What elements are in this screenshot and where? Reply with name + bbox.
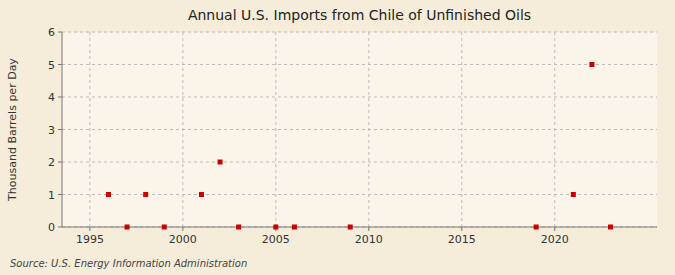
point — [106, 192, 111, 197]
tick — [368, 227, 369, 231]
tick — [58, 162, 62, 163]
point — [162, 225, 167, 230]
tick-label: 1 — [48, 189, 55, 202]
point — [236, 225, 241, 230]
background — [0, 0, 675, 275]
grid-line — [62, 32, 657, 33]
grid — [62, 32, 657, 227]
tick-label: 4 — [48, 91, 55, 104]
point — [589, 62, 594, 67]
tick — [58, 129, 62, 130]
tick-label: 3 — [48, 124, 55, 137]
chart: 1995 2000 2005 2010 2015 2020 0 1 2 3 4 5 6 Annual U.… — [0, 0, 675, 275]
tick — [461, 227, 462, 231]
tick-label: 2010 — [355, 233, 383, 246]
source-note: Source: U.S. Energy Information Administ… — [10, 258, 247, 269]
tick-label: 2005 — [262, 233, 290, 246]
point — [348, 225, 353, 230]
tick-label: 2020 — [541, 233, 569, 246]
grid-line — [62, 64, 657, 65]
x-axis — [62, 227, 657, 228]
grid-line — [62, 97, 657, 98]
point — [199, 192, 204, 197]
y-axis-label: Thousand Barrels per Day — [6, 58, 19, 202]
tick — [182, 227, 183, 231]
tick-label: 2015 — [448, 233, 476, 246]
grid-line — [62, 194, 657, 195]
point — [218, 160, 223, 165]
tick — [58, 97, 62, 98]
points — [106, 62, 613, 230]
tick-label: 5 — [48, 59, 55, 72]
point — [143, 192, 148, 197]
tick-label: 6 — [48, 26, 55, 39]
grid-line — [461, 32, 462, 227]
tick — [58, 64, 62, 65]
tick — [554, 227, 555, 231]
grid-line — [62, 129, 657, 130]
tick-label: 0 — [48, 221, 55, 234]
tick-label: 2000 — [169, 233, 197, 246]
point — [608, 225, 613, 230]
grid-line — [89, 32, 90, 227]
tick-label: 2 — [48, 156, 55, 169]
point — [273, 225, 278, 230]
title: Annual U.S. Imports from Chile of Unfini… — [188, 7, 531, 23]
point — [292, 225, 297, 230]
grid-line — [275, 32, 276, 227]
point — [125, 225, 130, 230]
grid-line — [62, 227, 657, 228]
tick — [58, 227, 62, 228]
point — [534, 225, 539, 230]
tick — [58, 194, 62, 195]
point — [571, 192, 576, 197]
tick-label: 1995 — [76, 233, 104, 246]
grid-line — [62, 162, 657, 163]
tick — [89, 227, 90, 231]
tick — [58, 32, 62, 33]
plot-area — [62, 32, 657, 227]
